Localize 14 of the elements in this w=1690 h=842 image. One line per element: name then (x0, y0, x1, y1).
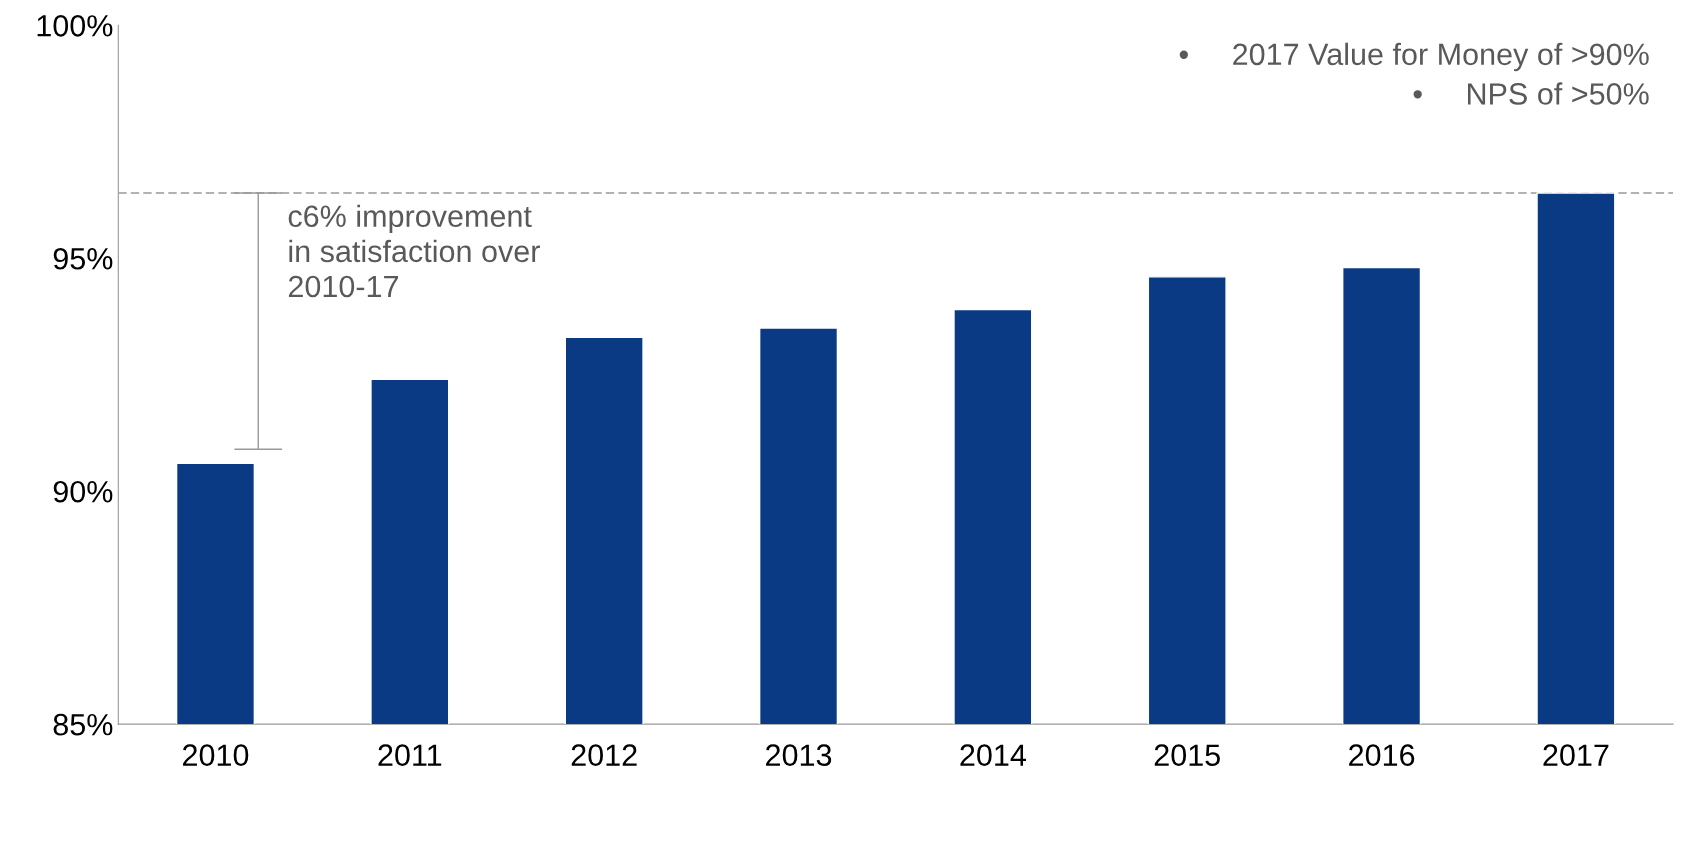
y-tick-label: 85% (53, 713, 113, 736)
x-tick-label: 2010 (183, 744, 249, 767)
x-tick-label: 2017 (1543, 744, 1609, 767)
annotation: • 2017 Value for Money of >90% • NPS of >50% (1179, 42, 1649, 105)
x-tick-label: 2014 (960, 744, 1026, 767)
x-tick-label: 2015 (1154, 744, 1220, 767)
y-tick-label: 95% (53, 247, 113, 270)
y-tick-label: 100% (37, 15, 113, 37)
x-tick-label: 2016 (1349, 744, 1415, 767)
x-tick-label: 2013 (766, 744, 832, 767)
annotation: c6% improvement in satisfaction over 2010-17 (288, 204, 540, 298)
x-tick-label: 2012 (571, 744, 637, 767)
y-tick-label: 90% (53, 480, 113, 503)
x-tick-label: 2011 (378, 744, 442, 767)
